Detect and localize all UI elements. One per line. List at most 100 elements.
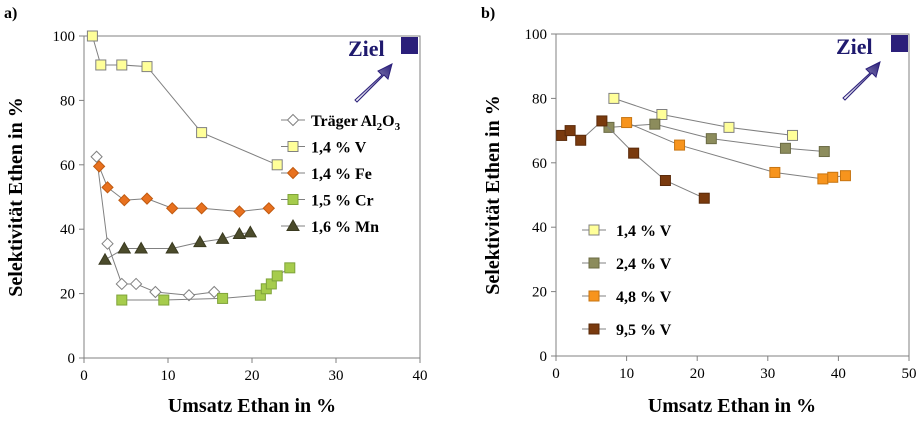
y-tick-label: 80	[532, 91, 547, 107]
data-point	[603, 121, 615, 133]
data-point	[117, 241, 132, 254]
panel-a-label: a)	[4, 5, 17, 22]
data-point	[705, 133, 717, 145]
y-tick-label: 80	[60, 93, 75, 109]
data-point	[787, 129, 799, 141]
data-point	[217, 292, 229, 304]
data-point	[165, 241, 180, 254]
data-point	[271, 270, 283, 282]
x-tick-label: 50	[902, 366, 917, 382]
chart-a-ziel-arrow	[354, 63, 393, 103]
data-point	[86, 30, 98, 42]
legend-label: 9,5 % V	[616, 322, 672, 339]
data-point	[284, 262, 296, 274]
x-tick-label: 10	[161, 368, 176, 384]
chart-a-xlabel: Umsatz Ethan in %	[168, 395, 336, 417]
series-5	[98, 225, 258, 265]
y-tick-label: 20	[532, 285, 547, 301]
series-1	[90, 150, 221, 302]
series-line	[561, 120, 705, 199]
legend-marker	[588, 290, 600, 302]
legend-marker	[287, 141, 299, 152]
series-line	[91, 35, 278, 166]
data-point	[628, 147, 640, 159]
data-point	[158, 294, 170, 306]
x-tick-label: 30	[760, 366, 775, 382]
data-point	[195, 202, 208, 215]
data-point	[101, 237, 114, 250]
legend-label: Träger Al2O3	[311, 113, 401, 133]
legend-label: 1,6 % Mn	[311, 219, 379, 236]
data-point	[596, 115, 608, 127]
chart-b-ziel-arrow	[842, 61, 881, 101]
legend-marker	[286, 166, 300, 180]
y-tick-label: 100	[525, 27, 548, 43]
data-point	[817, 173, 829, 185]
y-tick-label: 40	[60, 222, 75, 238]
x-tick-label: 20	[245, 368, 260, 384]
chart-b-ziel-target	[891, 35, 908, 52]
series-4	[116, 262, 296, 306]
data-point	[779, 142, 791, 154]
x-tick-label: 20	[690, 366, 705, 382]
chart-b-ylabel: Selektivität Ethen in %	[482, 95, 504, 294]
series-2	[603, 118, 830, 158]
data-point	[193, 235, 207, 248]
legend-marker	[286, 218, 300, 231]
data-point	[674, 139, 686, 151]
data-point	[149, 285, 162, 299]
data-point	[140, 192, 154, 205]
legend-label: 1,4 % V	[311, 140, 367, 157]
data-point	[118, 194, 131, 207]
panel-b-label: b)	[481, 5, 495, 22]
chart-b-plot-area	[555, 33, 910, 357]
data-point	[698, 192, 710, 204]
series-3	[92, 160, 276, 218]
data-point	[564, 125, 576, 137]
series-1	[608, 92, 799, 141]
legend-label: 1,4 % Fe	[311, 166, 372, 183]
chart-a-ylabel: Selektivität Ethen in %	[5, 97, 27, 296]
chart-b-legend: 1,4 % V 2,4 % V 4,8 % V 9,5 % V	[582, 223, 672, 339]
data-point	[116, 294, 128, 306]
chart-b-ziel-label: Ziel	[836, 34, 873, 59]
data-point	[769, 166, 781, 178]
data-point	[254, 289, 266, 301]
data-point	[95, 59, 107, 71]
x-tick-label: 0	[80, 368, 88, 384]
x-tick-label: 40	[831, 366, 846, 382]
legend-marker	[588, 224, 600, 236]
data-point	[818, 146, 830, 158]
data-point	[92, 160, 106, 173]
legend-label: 1,4 % V	[616, 223, 672, 240]
data-point	[271, 159, 283, 171]
chart-a-legend: Träger Al2O3 1,4 % V 1,4 % Fe 1,5 % Cr 1,6 %…	[281, 113, 401, 236]
legend-label: 1,5 % Cr	[311, 193, 374, 210]
data-point	[575, 134, 587, 146]
series-line	[96, 156, 215, 296]
legend-marker	[588, 257, 600, 269]
series-4	[556, 115, 710, 204]
data-point	[90, 150, 103, 163]
chart-a-ziel-label: Ziel	[348, 36, 385, 61]
data-point	[98, 252, 112, 265]
x-tick-label: 0	[552, 366, 560, 382]
data-point	[608, 92, 620, 104]
data-point	[243, 225, 258, 238]
data-point	[233, 205, 246, 218]
data-point	[196, 127, 208, 139]
x-tick-label: 40	[413, 368, 428, 384]
data-point	[129, 277, 143, 291]
data-point	[232, 227, 247, 240]
data-point	[207, 285, 221, 299]
data-point	[659, 175, 671, 187]
y-tick-label: 40	[532, 220, 547, 236]
data-point	[649, 118, 661, 130]
series-line	[613, 97, 793, 136]
legend-marker	[287, 194, 299, 205]
y-tick-label: 0	[68, 351, 76, 367]
data-point	[262, 202, 276, 215]
data-point	[656, 109, 668, 120]
y-tick-label: 60	[532, 156, 547, 172]
